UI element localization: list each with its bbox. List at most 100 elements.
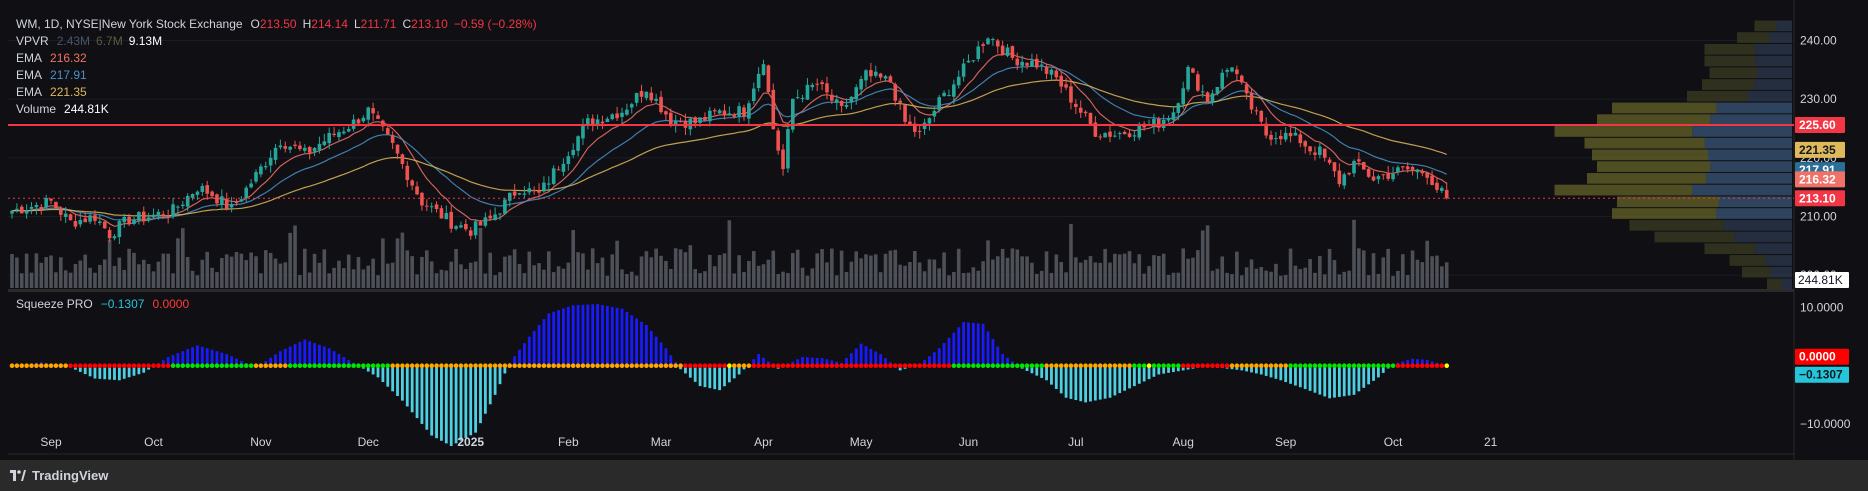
squeeze-dot [1156,363,1162,369]
candle-body [503,199,507,214]
volume-bar [10,253,14,288]
squeeze-dot [273,363,278,369]
squeeze-dot [888,363,893,369]
momentum-bar [640,321,643,366]
candle-body [1088,112,1093,124]
chart-svg[interactable]: 240.00230.00220.00210.00200.00225.60221.… [0,0,1868,460]
volume-bar [742,271,746,288]
candle-body [522,193,527,195]
squeeze-dot [492,363,498,369]
momentum-bar [815,357,819,366]
candle-body [1025,63,1029,66]
momentum-bar [991,338,995,366]
legend-squeeze: Squeeze PRO −0.1307 0.0000 [16,297,189,311]
volume-bar [747,260,751,288]
pane-separator[interactable] [8,289,1794,292]
squeeze-dot [24,363,29,369]
candle-body [1239,75,1244,83]
volume-profile-down-row [1729,255,1766,266]
candle-body [1279,135,1283,140]
candlesticks[interactable] [10,37,1449,244]
momentum-bar [401,365,404,401]
candle-body [859,79,863,90]
volume-bar [181,228,185,288]
time-tick-label: Dec [358,435,379,449]
volume-bar [1122,253,1127,288]
volume-bar [625,274,629,288]
squeeze-dot [434,363,439,369]
squeeze-dot [892,363,898,369]
candle-body [1376,176,1381,180]
squeeze-dot [1302,363,1308,369]
volume-bar [678,249,683,288]
volume-profile-up-row [1716,102,1792,114]
squeeze-dot [268,363,273,369]
squeeze-dot [580,363,586,369]
candle-body [913,123,917,132]
candle-body [312,147,317,152]
candle-body [732,115,737,117]
candle-body [1186,66,1190,90]
candle-body [561,163,566,172]
volume-profile-up-row [1776,20,1792,32]
squeeze-dot [497,363,503,369]
candle-body [961,63,966,77]
candle-body [1401,166,1405,168]
momentum-bar [635,318,639,366]
momentum-bar [1303,365,1307,389]
squeeze-dot [78,363,83,369]
squeeze-dot [834,363,840,369]
candle-body [693,117,697,124]
squeeze-dot [361,363,366,369]
volume-bar [1386,248,1390,288]
legend[interactable]: WM, 1D, NYSE|New York Stock Exchange O213… [16,17,537,311]
volume-bar [376,275,380,288]
volume-bar [1161,253,1166,288]
momentum-bar [669,355,673,366]
tradingview-brand[interactable]: TradingView [10,468,108,483]
volume-bar [800,267,805,288]
candle-body [73,221,78,227]
candle-body [49,198,53,201]
squeeze-dot [356,363,361,369]
time-tick-label: Jul [1068,435,1083,449]
volume-bar [1108,262,1112,288]
price-axis[interactable]: 240.00230.00220.00210.00200.00225.60221.… [1795,34,1851,431]
candle-body [512,191,517,196]
candle-body [1435,182,1439,190]
candle-body [1015,58,1020,66]
momentum-bar [1181,365,1185,371]
squeeze-dot [1010,363,1015,369]
squeeze-dot [1429,363,1435,369]
squeeze-dot [712,363,718,369]
candle-body [586,118,590,126]
volume-bar [1000,248,1005,288]
time-axis[interactable]: Sep Oct Nov Dec 2025 Feb Mar Apr May Jun Jul Aug Sep… [40,435,1497,449]
squeeze-dot [29,363,34,369]
squeeze-dot [1000,363,1005,369]
volume-bar [59,257,63,288]
candle-body [864,70,868,81]
volume-bar [898,264,902,288]
candle-body [786,129,790,169]
volume-bar [210,267,214,288]
volume-bar [1030,262,1034,288]
volume-profile-up-row [1757,67,1792,79]
momentum-bar [1294,365,1297,386]
volume-bar [1039,270,1044,288]
momentum-bar [859,343,863,366]
squeeze-dot [1161,363,1166,369]
momentum-bar [1362,365,1366,388]
candle-body [947,94,951,96]
squeeze-dot [229,363,234,369]
squeeze-dot [131,363,137,369]
candle-body [195,191,200,195]
momentum-bar [518,349,521,366]
squeeze-dot [1337,363,1342,369]
candle-body [210,191,214,197]
volume-bar [146,263,151,288]
candle-body [1166,118,1171,121]
squeeze-dot [609,363,615,369]
volume-bar [1142,273,1146,288]
